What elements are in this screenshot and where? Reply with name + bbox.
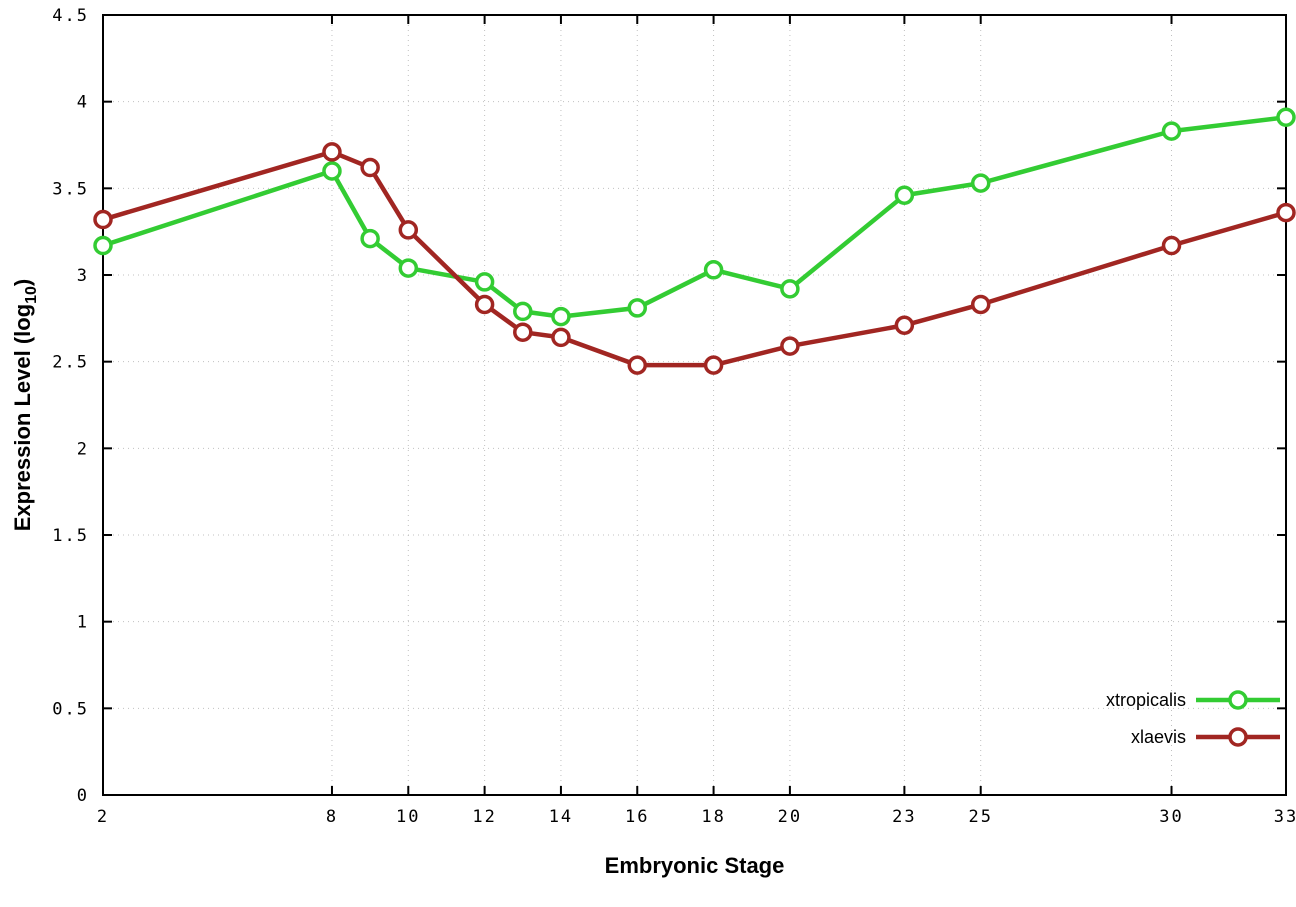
data-point-xlaevis	[894, 315, 915, 336]
series-xlaevis	[93, 142, 1296, 375]
data-point-xlaevis	[93, 209, 113, 230]
x-tick-label: 14	[549, 807, 573, 827]
y-tick-label: 0	[77, 786, 89, 806]
legend-label-xlaevis: xlaevis	[1131, 727, 1186, 747]
y-axis-title: Expression Level (log10)	[10, 279, 40, 532]
x-tick-label: 25	[968, 807, 992, 827]
legend-marker-xlaevis	[1228, 727, 1248, 747]
x-tick-label: 2	[97, 807, 109, 827]
x-tick-label: 18	[701, 807, 725, 827]
series-line-xtropicalis	[100, 115, 1289, 319]
data-point-xtropicalis	[551, 306, 571, 327]
data-point-xtropicalis	[513, 301, 533, 322]
y-tick-label: 3.5	[52, 179, 89, 199]
axis-ticks	[102, 14, 1287, 796]
y-tick-label: 0.5	[52, 699, 89, 719]
y-tick-labels: 0 0.5 1 1.5 2 2.5 3 3.5 4 4.5	[52, 6, 89, 806]
data-point-xlaevis	[322, 142, 342, 162]
x-tick-label: 30	[1159, 807, 1183, 827]
x-tick-label: 16	[625, 807, 649, 827]
y-tick-label: 2.5	[52, 353, 89, 373]
x-tick-label: 20	[778, 807, 802, 827]
data-point-xtropicalis	[93, 235, 113, 256]
x-tick-labels: 2 8 10 12 14 16 18 20 23 25 30 33	[97, 807, 1296, 827]
data-point-xlaevis	[474, 294, 495, 315]
legend: xtropicalis xlaevis	[1106, 690, 1280, 747]
x-tick-label: 12	[472, 807, 496, 827]
data-point-xlaevis	[780, 336, 800, 356]
data-point-xtropicalis	[1276, 107, 1296, 128]
x-axis-title: Embryonic Stage	[605, 853, 785, 878]
data-point-xlaevis	[627, 355, 648, 375]
x-tick-label: 23	[892, 807, 916, 827]
y-tick-label: 2	[77, 439, 89, 459]
series-xtropicalis	[93, 107, 1296, 327]
data-point-xlaevis	[970, 294, 991, 315]
x-tick-label: 10	[396, 807, 420, 827]
legend-marker-xtropicalis	[1228, 690, 1248, 710]
data-point-xlaevis	[551, 327, 571, 348]
data-point-xlaevis	[1161, 235, 1182, 256]
data-point-xlaevis	[703, 355, 724, 375]
data-point-xtropicalis	[894, 185, 915, 206]
y-tick-label: 1.5	[52, 526, 89, 546]
grid-lines	[103, 15, 1286, 795]
data-point-xtropicalis	[360, 228, 380, 249]
y-tick-label: 1	[77, 613, 89, 633]
data-point-xtropicalis	[322, 161, 342, 181]
data-point-xlaevis	[360, 157, 380, 178]
data-point-xtropicalis	[1161, 121, 1182, 141]
data-point-xtropicalis	[703, 260, 724, 280]
data-point-xtropicalis	[970, 173, 991, 193]
plot-border	[102, 14, 1287, 796]
data-point-xlaevis	[513, 322, 533, 342]
series-line-xlaevis	[100, 149, 1289, 368]
x-tick-label: 33	[1274, 807, 1296, 827]
y-tick-label: 4	[77, 93, 89, 113]
data-point-xlaevis	[1276, 202, 1296, 223]
data-point-xtropicalis	[474, 272, 495, 292]
data-point-xtropicalis	[780, 279, 800, 299]
legend-label-xtropicalis: xtropicalis	[1106, 690, 1186, 710]
data-point-xtropicalis	[398, 258, 419, 278]
x-tick-label: 8	[326, 807, 338, 827]
data-point-xlaevis	[398, 220, 419, 240]
y-tick-label: 4.5	[52, 6, 89, 26]
data-point-xtropicalis	[627, 298, 648, 318]
y-tick-label: 3	[77, 266, 89, 286]
